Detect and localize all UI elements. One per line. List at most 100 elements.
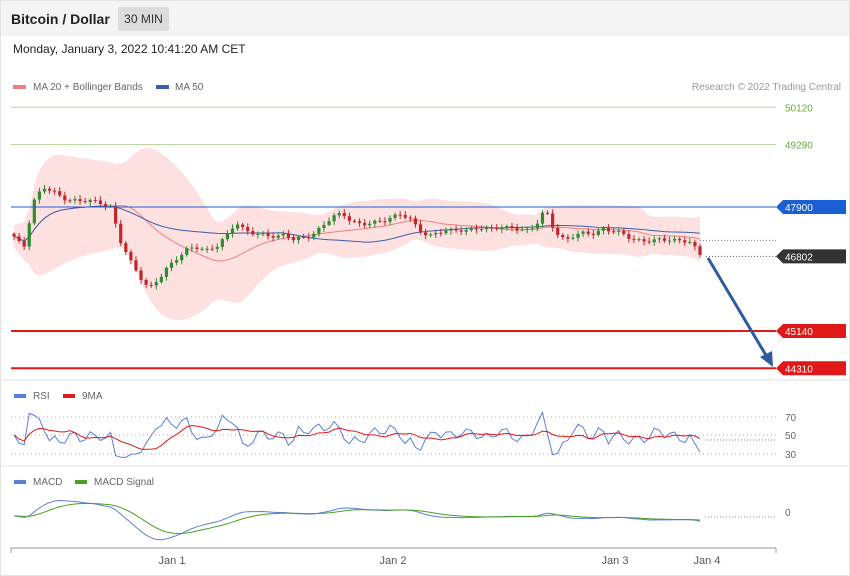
rsi-tick-70: 70 [785, 413, 797, 424]
level-47900: 47900 [11, 200, 846, 214]
candle [525, 226, 529, 234]
candle [556, 223, 560, 239]
x-tick-jan4: Jan 4 [694, 555, 721, 567]
candle [124, 240, 128, 255]
level-49290: 49290 [11, 141, 813, 152]
candle [180, 252, 184, 265]
candle [68, 198, 72, 204]
candle [175, 256, 179, 266]
candle [200, 246, 204, 252]
candle [129, 249, 133, 265]
x-tick-jan2: Jan 2 [380, 555, 407, 567]
candle [27, 220, 31, 251]
candle [540, 210, 545, 228]
macd-line [13, 499, 701, 541]
candle [545, 210, 550, 215]
candle [134, 256, 138, 272]
candle [169, 259, 174, 272]
candle [205, 245, 209, 253]
level-44310: 44310 [11, 361, 846, 376]
ma50-legend-swatch [156, 85, 169, 89]
candle [281, 230, 285, 240]
candle [291, 234, 296, 244]
candle [139, 266, 143, 284]
level-label: 50120 [785, 103, 813, 114]
candle [83, 197, 87, 204]
candle [220, 237, 224, 251]
candle [357, 218, 362, 227]
candle [576, 230, 580, 242]
candle [454, 225, 458, 233]
candle [413, 215, 418, 228]
candle [667, 236, 672, 245]
candle [678, 236, 682, 244]
candle [53, 188, 57, 195]
candle [571, 233, 575, 241]
candle [403, 211, 407, 220]
candle [622, 228, 626, 237]
candle [32, 197, 36, 226]
candle [637, 237, 641, 242]
candle [307, 233, 311, 242]
candle [693, 239, 697, 251]
candle [418, 220, 423, 235]
candle [144, 278, 148, 288]
instrument-title: Bitcoin / Dollar [11, 11, 110, 27]
candle [688, 238, 692, 245]
candle [424, 228, 428, 240]
candle [119, 219, 123, 247]
x-tick-jan1: Jan 1 [159, 555, 186, 567]
candle [612, 227, 616, 235]
candle [484, 225, 489, 233]
candle [230, 224, 235, 238]
candle [581, 230, 585, 238]
bollinger-band-fill [14, 147, 700, 321]
level-label: 47900 [785, 203, 813, 214]
candle [698, 243, 702, 258]
candle [586, 228, 590, 237]
candle [164, 266, 169, 281]
candle [434, 229, 438, 238]
candle [662, 234, 667, 243]
candle [235, 221, 240, 231]
candle [103, 201, 108, 211]
candle [22, 236, 26, 251]
candle [327, 217, 331, 227]
candle [510, 222, 514, 232]
candle [286, 229, 290, 241]
candle [58, 187, 62, 198]
candle [190, 243, 194, 252]
ma50-legend-label: MA 50 [175, 82, 204, 93]
macd-signal-legend-swatch [75, 480, 87, 484]
candle [490, 224, 494, 232]
candle [363, 218, 367, 229]
candle [159, 273, 163, 284]
candle [601, 225, 606, 235]
candle [429, 232, 433, 238]
candle [78, 195, 82, 205]
candle [652, 236, 656, 246]
candle [154, 278, 158, 290]
candle [352, 219, 357, 223]
candle [520, 226, 524, 232]
candlesticks [12, 184, 702, 290]
timeframe-badge[interactable]: 30 MIN [118, 7, 169, 31]
candle [114, 202, 118, 228]
candle [683, 236, 687, 247]
rsi-tick-50: 50 [785, 431, 797, 442]
candle [73, 196, 77, 204]
candle [322, 221, 326, 232]
candle [561, 233, 565, 240]
candle [12, 232, 16, 241]
rsi-legend-swatch [14, 394, 26, 398]
candle [449, 227, 453, 235]
level-label: 46802 [785, 252, 813, 263]
candle [388, 215, 392, 226]
macd-zero-label: 0 [785, 508, 791, 519]
rsi-line [13, 411, 701, 458]
candle [332, 212, 336, 226]
x-tick-jan3: Jan 3 [602, 555, 629, 567]
copyright-label: Research © 2022 Trading Central [692, 82, 841, 93]
candle [535, 219, 539, 232]
